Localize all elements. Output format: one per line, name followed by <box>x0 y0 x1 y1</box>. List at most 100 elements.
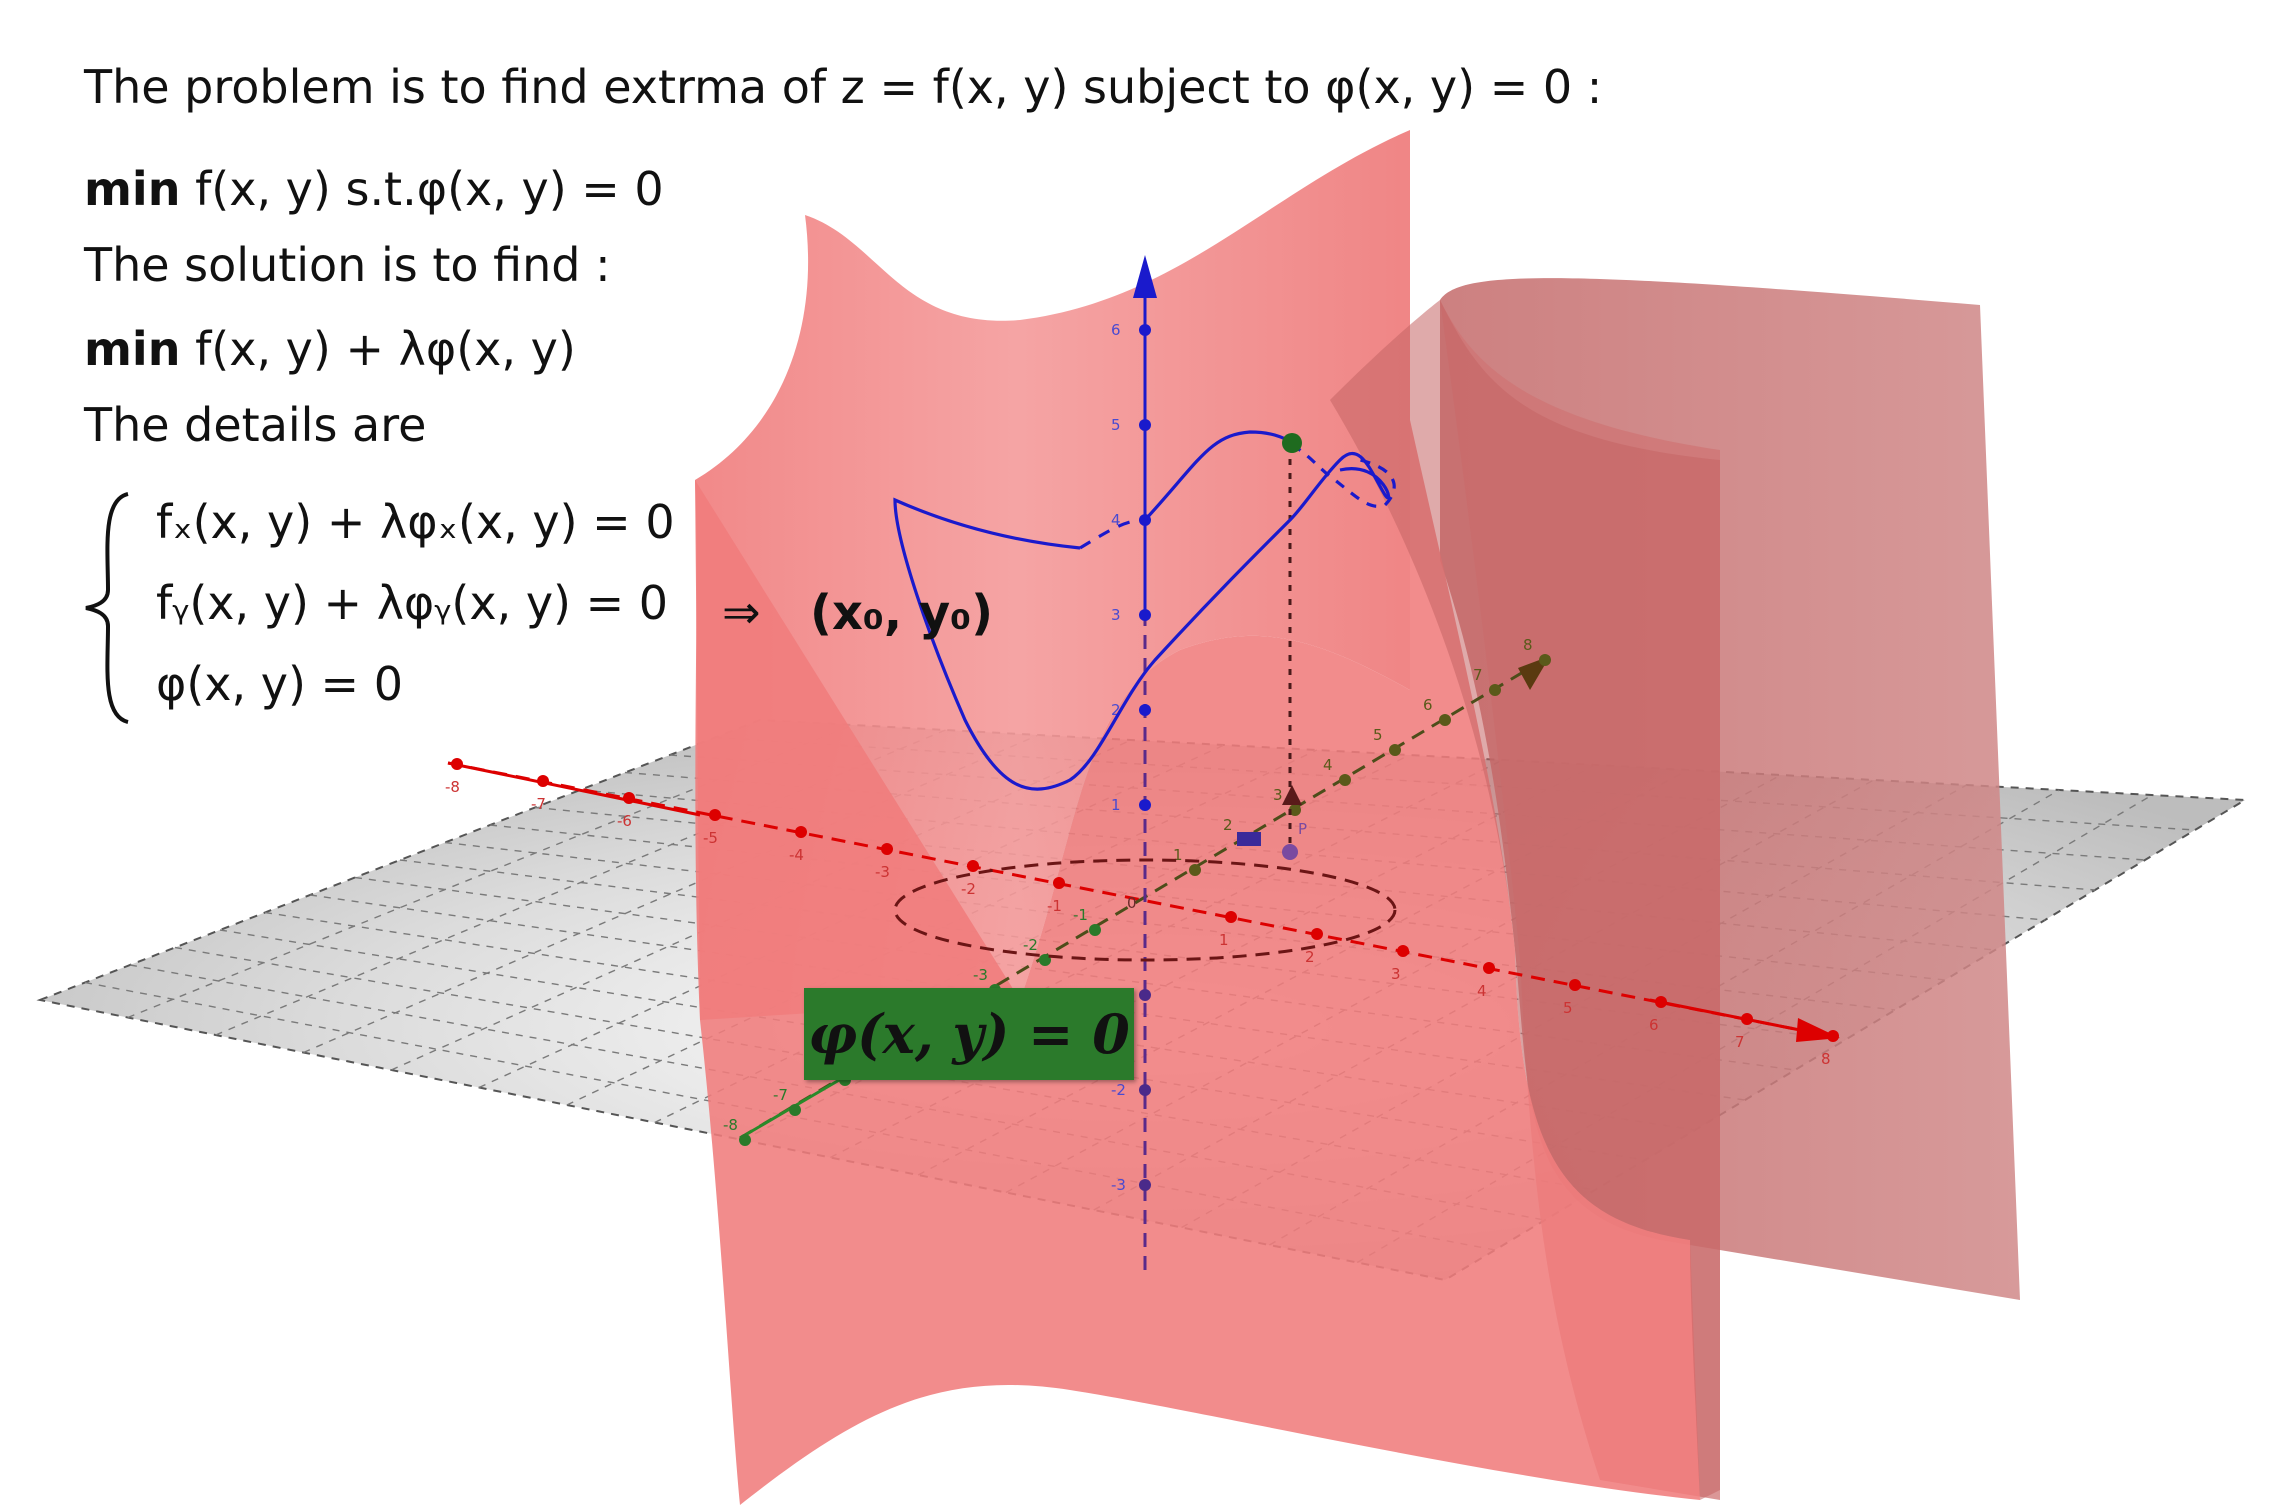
z-tick-mark <box>1139 799 1151 811</box>
x-tick-mark <box>1741 1013 1753 1025</box>
y-tick-mark <box>1389 744 1401 756</box>
y-tick-mark <box>739 1134 751 1146</box>
x-tick-mark <box>1655 996 1667 1008</box>
x-tick-mark <box>623 792 635 804</box>
y-tick-label: -2 <box>1023 936 1038 954</box>
y-tick-label: 5 <box>1373 726 1383 744</box>
x-tick-label: -7 <box>531 795 546 813</box>
y-tick-label: 1 <box>1173 846 1183 864</box>
origin-label: 0 <box>1127 894 1137 912</box>
x-tick-label: -5 <box>703 829 718 847</box>
x-tick-label: 2 <box>1305 948 1315 966</box>
y-tick-mark <box>1189 864 1201 876</box>
x-tick-mark <box>1225 911 1237 923</box>
z-tick-label: 5 <box>1111 416 1121 434</box>
min-constraint-rest: f(x, y) s.t.φ(x, y) = 0 <box>180 162 664 216</box>
equation-fx: fₓ(x, y) + λφₓ(x, y) = 0 <box>156 495 675 549</box>
y-tick-mark <box>1439 714 1451 726</box>
left-brace <box>85 492 129 724</box>
z-tick-label: 3 <box>1111 606 1121 624</box>
x-tick-label: -3 <box>875 863 890 881</box>
x-tick-mark <box>1053 877 1065 889</box>
x-tick-mark <box>967 860 979 872</box>
min-keyword-2: min <box>84 322 181 376</box>
x-tick-label: 4 <box>1477 982 1487 1000</box>
z-tick-label: 1 <box>1111 796 1121 814</box>
lagrangian-line: min f(x, y) + λφ(x, y) <box>84 324 576 375</box>
details-intro: The details are <box>84 398 427 452</box>
y-tick-label: 8 <box>1523 636 1533 654</box>
lagrangian-rest: f(x, y) + λφ(x, y) <box>180 322 576 376</box>
min-keyword: min <box>84 162 181 216</box>
x-tick-mark <box>1827 1030 1839 1042</box>
direction-marker <box>1282 785 1302 805</box>
x-tick-label: -2 <box>961 880 976 898</box>
grid-line <box>127 724 854 1019</box>
surface-f <box>695 130 1720 1505</box>
solution-point-label: (x₀, y₀) <box>810 585 994 641</box>
y-tick-mark <box>789 1104 801 1116</box>
y-tick-label: 2 <box>1223 816 1233 834</box>
z-tick-mark <box>1139 1084 1151 1096</box>
y-tick-mark <box>1039 954 1051 966</box>
y-tick-label: 3 <box>1273 786 1283 804</box>
x-tick-label: 5 <box>1563 999 1573 1017</box>
x-tick-mark <box>795 826 807 838</box>
x-axis: -8 -7 -6 -5 -4 -3 -2 -1 1 2 3 4 5 6 7 8 <box>445 758 1840 1068</box>
z-tick-label: -3 <box>1111 1176 1126 1194</box>
x-tick-label: 6 <box>1649 1016 1659 1034</box>
z-tick-mark <box>1139 704 1151 716</box>
point-label: P <box>1298 820 1307 838</box>
y-tick-mark <box>1489 684 1501 696</box>
z-tick-label: 4 <box>1111 511 1121 529</box>
y-tick-mark <box>1339 774 1351 786</box>
y-tick-label: 7 <box>1473 666 1483 684</box>
x-tick-label: -4 <box>789 846 804 864</box>
y-tick-mark <box>1089 924 1101 936</box>
y-tick-mark <box>1289 804 1301 816</box>
x-tick-mark <box>1569 979 1581 991</box>
constraint-ellipse <box>893 858 1397 962</box>
z-tick-label: 2 <box>1111 701 1121 719</box>
x-tick-label: 3 <box>1391 965 1401 983</box>
y-tick-label: -1 <box>1073 906 1088 924</box>
origin-marker <box>1237 832 1261 846</box>
x-tick-label: 7 <box>1735 1033 1745 1051</box>
equation-fy: fᵧ(x, y) + λφᵧ(x, y) = 0 <box>156 576 669 630</box>
y-tick-label: 6 <box>1423 696 1433 714</box>
x-tick-mark <box>1311 928 1323 940</box>
x-tick-mark <box>709 809 721 821</box>
x-tick-label: -6 <box>617 812 632 830</box>
min-constraint-line: min f(x, y) s.t.φ(x, y) = 0 <box>84 164 664 215</box>
y-tick-mark <box>1539 654 1551 666</box>
x-tick-label: -1 <box>1047 897 1062 915</box>
z-tick-label: -2 <box>1111 1081 1126 1099</box>
grid-line <box>219 929 1646 1161</box>
x-tick-mark <box>1483 962 1495 974</box>
x-tick-mark <box>881 843 893 855</box>
y-tick-label: 4 <box>1323 756 1333 774</box>
z-tick-mark <box>1139 419 1151 431</box>
extremum-point <box>1282 433 1302 453</box>
implies-arrow: ⇒ <box>722 585 761 639</box>
z-tick-mark <box>1139 1179 1151 1191</box>
z-tick-mark <box>1139 609 1151 621</box>
y-tick-label: -3 <box>973 966 988 984</box>
equation-constraint: φ(x, y) = 0 <box>156 657 403 711</box>
x-tick-mark <box>1397 945 1409 957</box>
x-tick-label: -8 <box>445 778 460 796</box>
y-tick-label: -7 <box>773 1086 788 1104</box>
y-tick-label: -8 <box>723 1116 738 1134</box>
x-tick-mark <box>537 775 549 787</box>
solution-intro: The solution is to find : <box>84 238 611 292</box>
z-tick-label: 6 <box>1111 321 1121 339</box>
x-tick-mark <box>451 758 463 770</box>
x-tick-label: 8 <box>1821 1050 1831 1068</box>
constraint-label-box: φ(x, y) = 0 <box>804 988 1134 1080</box>
problem-statement: The problem is to find extrma of z = f(x… <box>84 60 1603 114</box>
x-tick-label: 1 <box>1219 931 1229 949</box>
z-tick-mark <box>1139 989 1151 1001</box>
projection-point <box>1282 844 1298 860</box>
